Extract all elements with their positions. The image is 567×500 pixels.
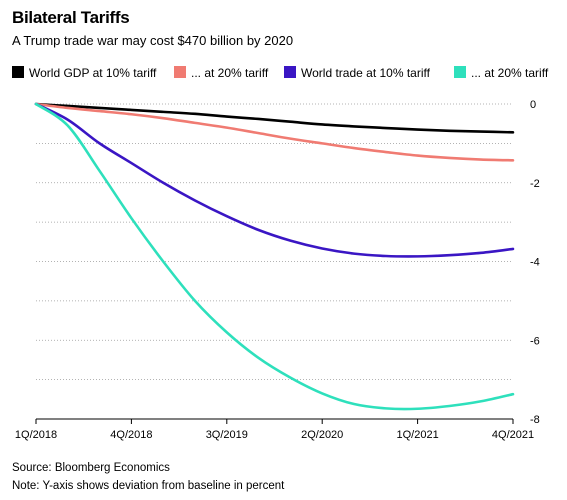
legend-item-world-trade-20: ... at 20% tariff (454, 66, 548, 80)
series-line-world-trade-20 (34, 102, 515, 411)
legend-label: World GDP at 10% tariff (29, 66, 157, 80)
legend-swatch-black-icon (12, 66, 24, 78)
legend-label: ... at 20% tariff (191, 66, 269, 80)
y-tick-label: -4 (530, 257, 540, 269)
legend-item-world-trade-10: World trade at 10% tariff (284, 66, 430, 80)
series-line-world-trade-10 (34, 102, 515, 258)
y-tick-label: 0 (530, 99, 536, 111)
source-note: Source: Bloomberg Economics (12, 462, 170, 474)
series-line-world-gdp-20 (34, 102, 515, 162)
chart-title: Bilateral Tariffs (12, 8, 130, 27)
x-tick-label: 1Q/2018 (15, 429, 57, 441)
x-tick-label: 4Q/2018 (110, 429, 152, 441)
legend-label: World trade at 10% tariff (301, 66, 430, 80)
legend-swatch-salmon-icon (174, 66, 186, 78)
series-line-world-gdp-10 (34, 102, 515, 134)
y-tick-label: -8 (530, 414, 540, 426)
y-tick-label: -2 (530, 178, 540, 190)
chart-subtitle: A Trump trade war may cost $470 billion … (12, 33, 294, 48)
x-tick-label: 1Q/2021 (396, 429, 438, 441)
legend-item-world-gdp-20: ... at 20% tariff (174, 66, 268, 80)
legend-swatch-teal-icon (454, 66, 466, 78)
y-tick-label: -6 (530, 335, 540, 347)
x-tick-label: 4Q/2021 (492, 429, 534, 441)
x-tick-label: 2Q/2020 (301, 429, 343, 441)
legend-swatch-blue-icon (284, 66, 296, 78)
axis-note: Note: Y-axis shows deviation from baseli… (12, 480, 285, 492)
legend-label: ... at 20% tariff (471, 66, 549, 80)
x-tick-label: 3Q/2019 (206, 429, 248, 441)
legend-item-world-gdp-10: World GDP at 10% tariff (12, 66, 156, 80)
